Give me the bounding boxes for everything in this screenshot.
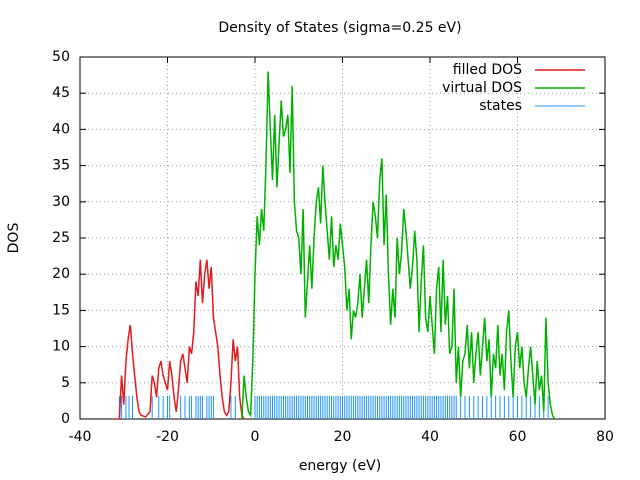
y-tick-label: 40 xyxy=(52,121,70,137)
chart-title: Density of States (sigma=0.25 eV) xyxy=(218,20,461,36)
x-tick-label: -40 xyxy=(69,429,92,445)
y-tick-label: 45 xyxy=(52,85,70,101)
y-axis-label: DOS xyxy=(6,223,22,254)
dos-line xyxy=(241,71,556,420)
x-tick-label: 0 xyxy=(251,429,260,445)
y-tick-label: 0 xyxy=(61,411,70,427)
x-tick-label: 40 xyxy=(421,429,439,445)
dos-line xyxy=(115,259,245,420)
x-tick-label: 20 xyxy=(334,429,352,445)
y-tick-label: 35 xyxy=(52,158,70,174)
y-tick-label: 25 xyxy=(52,230,70,246)
x-axis-label: energy (eV) xyxy=(299,458,381,474)
legend-label: filled DOS xyxy=(453,62,522,78)
legend-label: virtual DOS xyxy=(442,80,522,96)
y-tick-label: 30 xyxy=(52,194,70,210)
x-tick-label: 80 xyxy=(596,429,614,445)
y-tick-label: 15 xyxy=(52,302,70,318)
y-tick-label: 10 xyxy=(52,339,70,355)
y-tick-label: 5 xyxy=(61,375,70,391)
y-tick-label: 20 xyxy=(52,266,70,282)
x-tick-label: 60 xyxy=(509,429,527,445)
y-tick-label: 50 xyxy=(52,49,70,65)
x-tick-label: -20 xyxy=(156,429,179,445)
legend-label: states xyxy=(479,98,522,114)
